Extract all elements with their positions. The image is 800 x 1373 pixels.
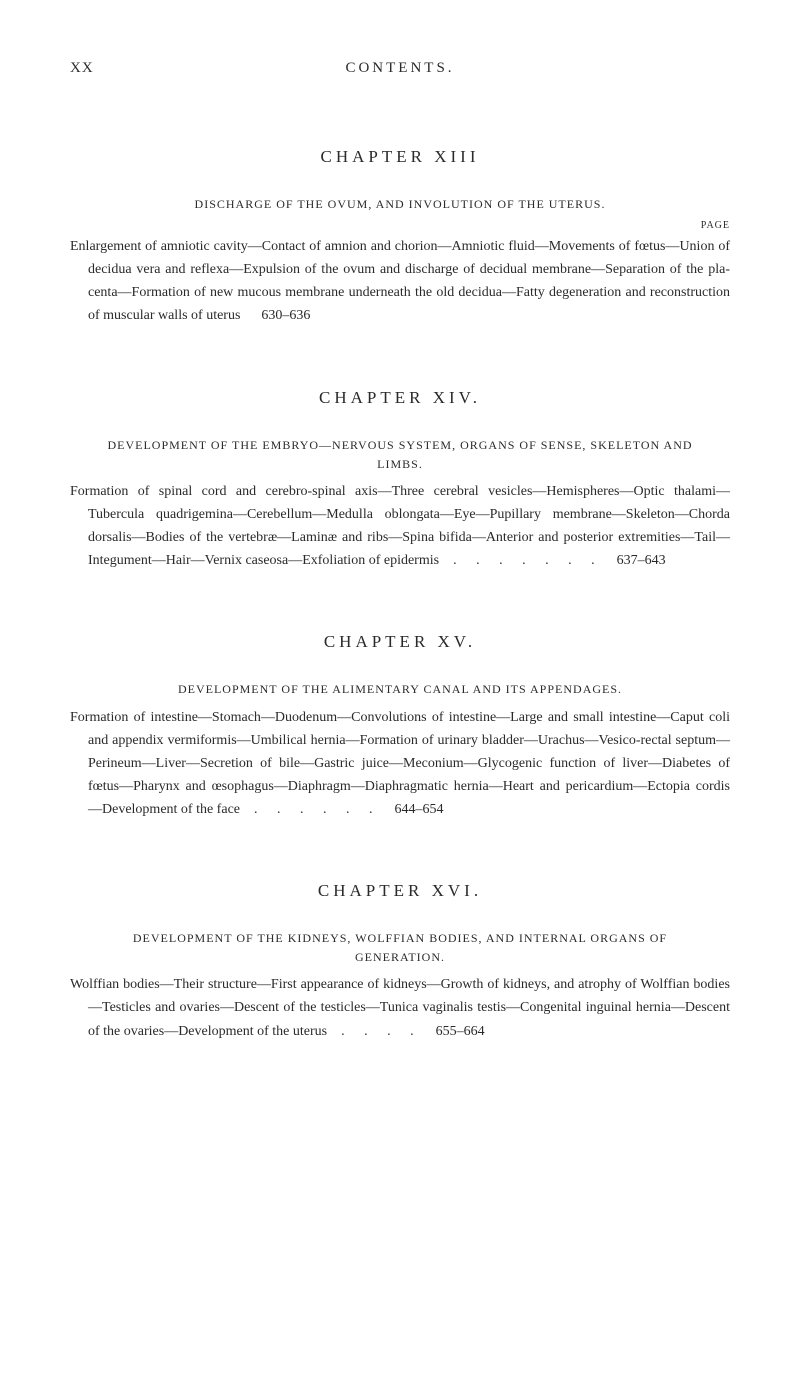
- chapter-body-text: Enlargement of amniotic cavity—Contact o…: [70, 239, 730, 323]
- chapter-title: CHAPTER XIV.: [70, 388, 730, 408]
- chapter-body: Enlargement of amniotic cavity—Contact o…: [70, 235, 730, 327]
- leader-dots: . . . . . .: [254, 802, 381, 817]
- leader-dots: . . . . . . .: [453, 553, 603, 568]
- page-range: 630–636: [261, 308, 310, 323]
- chapter-title: CHAPTER XV.: [70, 632, 730, 652]
- page-container: XX CONTENTS. XX CHAPTER XIII DISCHARGE O…: [0, 0, 800, 1103]
- chapter-body-text: Formation of intestine—Stomach—Duodenum—…: [70, 710, 730, 817]
- page-number: XX: [70, 60, 94, 77]
- page-range: 644–654: [395, 802, 444, 817]
- chapter-subtitle: DEVELOPMENT OF THE EMBRYO—NERVOUS SYSTEM…: [70, 436, 730, 474]
- contents-label: CONTENTS.: [345, 60, 454, 77]
- page-range: 655–664: [436, 1024, 485, 1039]
- leader-dots: . . . .: [341, 1024, 422, 1039]
- page-header: XX CONTENTS. XX: [70, 60, 730, 77]
- chapter-subtitle: DEVELOPMENT OF THE KIDNEYS, WOLFFIAN BOD…: [70, 929, 730, 967]
- chapter-title: CHAPTER XIII: [70, 147, 730, 167]
- page-range: 637–643: [617, 553, 666, 568]
- chapter-title: CHAPTER XVI.: [70, 881, 730, 901]
- chapter-body: Wolffian bodies—Their structure—First ap…: [70, 973, 730, 1042]
- chapter-subtitle: DISCHARGE OF THE OVUM, AND INVOLUTION OF…: [70, 195, 730, 214]
- chapter-body: Formation of intestine—Stomach—Duodenum—…: [70, 706, 730, 821]
- page-column-label: PAGE: [70, 220, 730, 231]
- chapter-subtitle: DEVELOPMENT OF THE ALIMENTARY CANAL AND …: [70, 680, 730, 699]
- chapter-body: Formation of spinal cord and cerebro-spi…: [70, 480, 730, 572]
